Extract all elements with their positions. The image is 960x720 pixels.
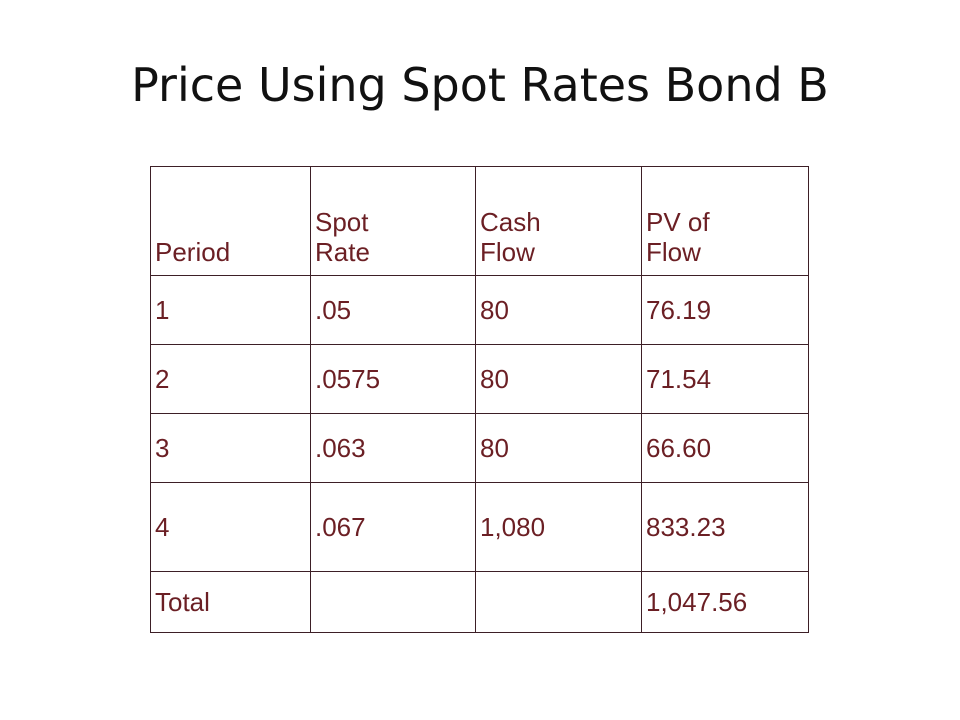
cell-pv-of-flow: 833.23 — [641, 482, 809, 572]
table-row: 3 .063 80 66.60 — [150, 413, 809, 483]
table-row: 4 .067 1,080 833.23 — [150, 482, 809, 572]
spot-rate-table: Period Spot Rate Cash Flow PV of Flow 1 … — [150, 166, 809, 633]
cell-spot-rate: .0575 — [310, 344, 476, 414]
table-header-row: Period Spot Rate Cash Flow PV of Flow — [150, 166, 809, 276]
header-spot-rate: Spot Rate — [310, 166, 476, 276]
cell-spot-rate: .067 — [310, 482, 476, 572]
header-period: Period — [150, 166, 311, 276]
cell-period: 4 — [150, 482, 311, 572]
cell-cash-flow: 80 — [475, 344, 642, 414]
cell-empty — [475, 571, 642, 633]
cell-period: 3 — [150, 413, 311, 483]
cell-spot-rate: .063 — [310, 413, 476, 483]
slide-title: Price Using Spot Rates Bond B — [131, 58, 829, 112]
cell-total-label: Total — [150, 571, 311, 633]
header-cash-flow: Cash Flow — [475, 166, 642, 276]
cell-period: 1 — [150, 275, 311, 345]
table-row: 1 .05 80 76.19 — [150, 275, 809, 345]
table-row: 2 .0575 80 71.54 — [150, 344, 809, 414]
cell-pv-of-flow: 71.54 — [641, 344, 809, 414]
cell-cash-flow: 1,080 — [475, 482, 642, 572]
cell-period: 2 — [150, 344, 311, 414]
cell-pv-of-flow: 76.19 — [641, 275, 809, 345]
cell-cash-flow: 80 — [475, 413, 642, 483]
table-total-row: Total 1,047.56 — [150, 571, 809, 633]
cell-empty — [310, 571, 476, 633]
cell-cash-flow: 80 — [475, 275, 642, 345]
cell-pv-of-flow: 66.60 — [641, 413, 809, 483]
cell-spot-rate: .05 — [310, 275, 476, 345]
header-pv-of-flow: PV of Flow — [641, 166, 809, 276]
cell-total-value: 1,047.56 — [641, 571, 809, 633]
